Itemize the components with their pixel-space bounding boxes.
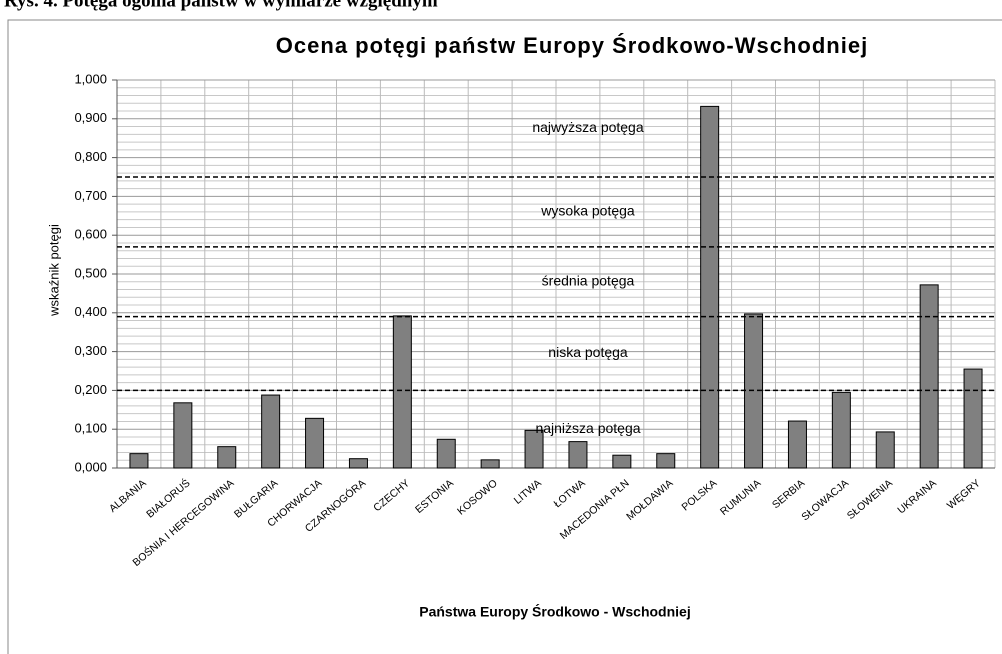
y-tick-label: 0,000 [74,459,107,474]
bar [524,429,544,469]
chart-border [7,19,1002,654]
x-tick-label: ESTONIA [413,477,456,516]
bar [656,453,676,469]
bar [305,417,325,469]
bar [480,459,500,469]
zone-label: średnia potęga [542,272,635,288]
bar [129,453,149,469]
bar [261,394,281,469]
y-axis-label: wskaźnik potęgi [46,224,61,317]
bar [173,402,193,469]
y-tick-label: 0,700 [74,188,107,203]
bar [963,368,983,469]
x-tick-label: SŁOWACJA [799,477,851,523]
x-axis-label: Państwa Europy Środkowo - Wschodniej [419,603,690,620]
x-tick-label: UKRAINA [895,477,938,516]
y-tick-label: 0,300 [74,343,107,358]
bar [700,105,720,469]
zone-label: wysoka potęga [540,203,635,219]
zone-label: niska potęga [548,344,628,360]
bar [875,431,895,469]
y-tick-label: 0,600 [74,227,107,242]
bar [392,315,412,469]
y-tick-label: 0,400 [74,304,107,319]
chart-title: Ocena potęgi państw Europy Środkowo-Wsch… [276,33,868,58]
zone-label: najniższa potęga [535,420,640,436]
x-tick-label: RUMUNIA [718,477,763,518]
bar [919,284,939,469]
bar [436,438,456,469]
x-tick-label: ŁOTWA [552,477,588,510]
y-tick-label: 0,100 [74,421,107,436]
bar [568,441,588,469]
zone-label: najwyższa potęga [532,119,644,135]
y-tick-label: 0,900 [74,110,107,125]
y-tick-label: 0,500 [74,265,107,280]
y-tick-label: 1,000 [74,71,107,86]
x-tick-label: SŁOWENIA [845,477,895,522]
x-tick-label: ALBANIA [107,477,149,515]
x-tick-label: LITWA [512,477,544,507]
bar [612,454,632,469]
bar [348,458,368,469]
x-tick-label: MOŁDAWIA [624,477,675,523]
x-tick-label: SERBIA [770,477,807,511]
x-tick-label: WĘGRY [945,477,983,512]
x-tick-label: KOSOWO [455,477,500,517]
y-tick-label: 0,800 [74,149,107,164]
x-tick-label: CZECHY [371,477,412,514]
bar [217,446,237,469]
y-tick-label: 0,200 [74,382,107,397]
x-tick-label: POLSKA [679,477,719,513]
bar [831,391,851,469]
caption: Rys. 4. Potęga ogólna państw w wymiarze … [4,0,438,11]
bar [787,420,807,469]
